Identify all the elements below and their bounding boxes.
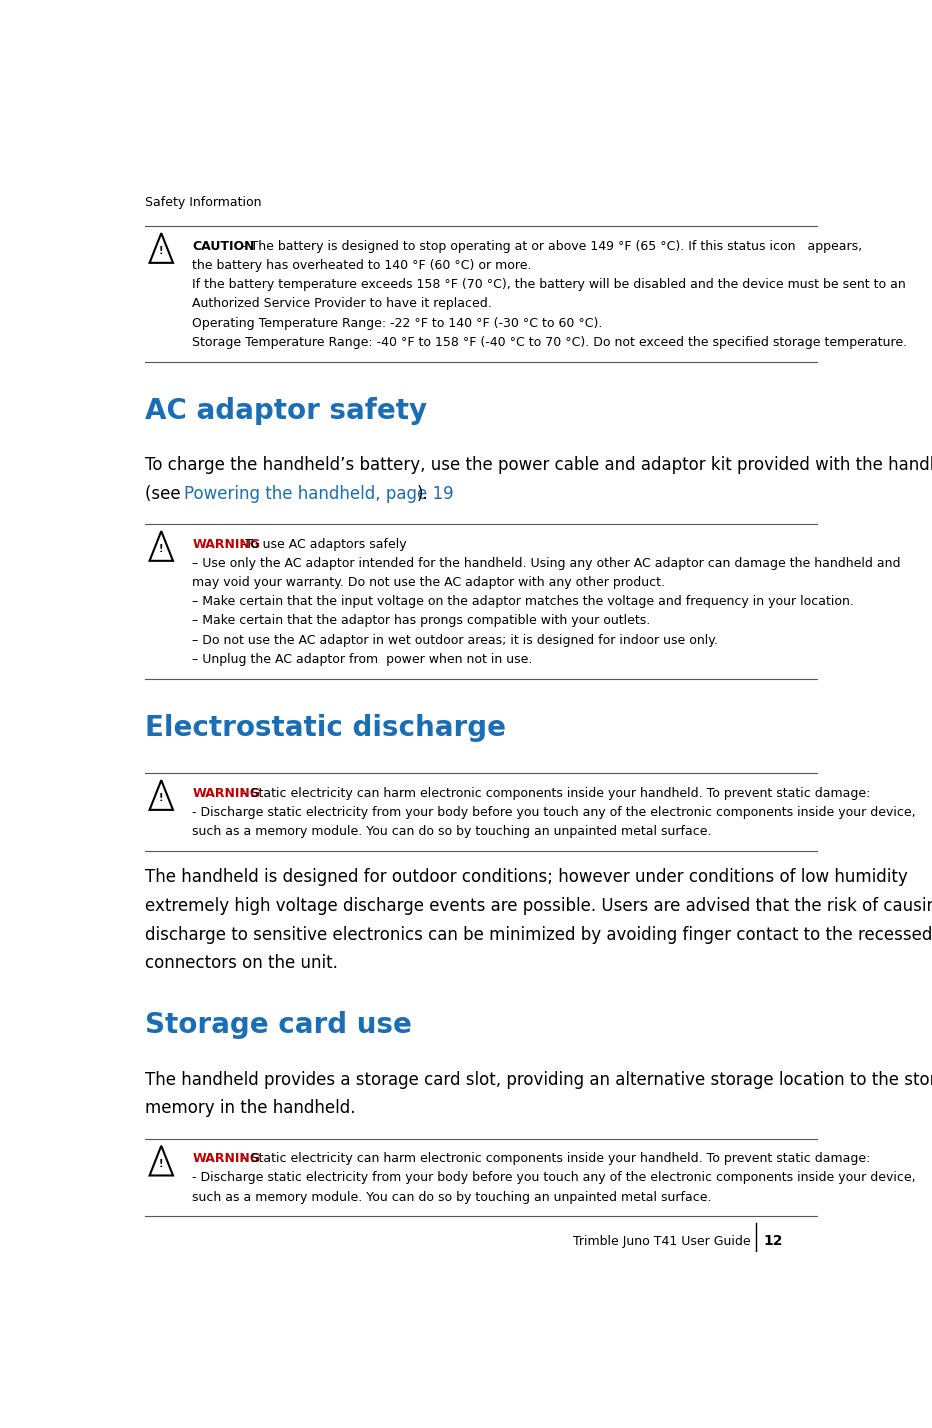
Text: – Make certain that the input voltage on the adaptor matches the voltage and fre: – Make certain that the input voltage on… [192, 595, 855, 608]
Text: – Do not use the AC adaptor in wet outdoor areas; it is designed for indoor use : – Do not use the AC adaptor in wet outdo… [192, 634, 719, 647]
Text: Safety Information: Safety Information [145, 196, 262, 208]
Text: Powering the handheld, page 19: Powering the handheld, page 19 [185, 484, 454, 503]
Text: ).: ). [417, 484, 429, 503]
Text: !: ! [159, 793, 163, 803]
Text: Operating Temperature Range: -22 °F to 140 °F (-30 °C to 60 °C).: Operating Temperature Range: -22 °F to 1… [192, 317, 603, 330]
Text: The handheld provides a storage card slot, providing an alternative storage loca: The handheld provides a storage card slo… [145, 1071, 932, 1088]
Text: AC adaptor safety: AC adaptor safety [145, 397, 428, 424]
Text: - Static electricity can harm electronic components inside your handheld. To pre: - Static electricity can harm electronic… [239, 1152, 870, 1165]
Text: Electrostatic discharge: Electrostatic discharge [145, 714, 506, 743]
Text: CAUTION: CAUTION [192, 240, 254, 253]
Text: such as a memory module. You can do so by touching an unpainted metal surface.: such as a memory module. You can do so b… [192, 1191, 712, 1204]
Text: - Discharge static electricity from your body before you touch any of the electr: - Discharge static electricity from your… [192, 1171, 916, 1184]
Text: !: ! [159, 1158, 163, 1168]
Text: Storage card use: Storage card use [145, 1011, 412, 1040]
Text: – Make certain that the adaptor has prongs compatible with your outlets.: – Make certain that the adaptor has pron… [192, 614, 651, 627]
Text: !: ! [159, 246, 163, 256]
Text: - Static electricity can harm electronic components inside your handheld. To pre: - Static electricity can harm electronic… [239, 787, 870, 800]
Text: Storage Temperature Range: -40 °F to 158 °F (-40 °C to 70 °C). Do not exceed the: Storage Temperature Range: -40 °F to 158… [192, 336, 908, 348]
Text: memory in the handheld.: memory in the handheld. [145, 1100, 356, 1117]
Text: (see: (see [145, 484, 186, 503]
Text: Authorized Service Provider to have it replaced.: Authorized Service Provider to have it r… [192, 297, 492, 310]
Text: Trimble Juno T41 User Guide: Trimble Juno T41 User Guide [573, 1235, 750, 1248]
Text: discharge to sensitive electronics can be minimized by avoiding finger contact t: discharge to sensitive electronics can b… [145, 925, 932, 944]
Text: WARNING: WARNING [192, 537, 260, 551]
Text: - The battery is designed to stop operating at or above 149 °F (65 °C). If this : - The battery is designed to stop operat… [239, 240, 863, 253]
Text: WARNING: WARNING [192, 787, 260, 800]
Text: The handheld is designed for outdoor conditions; however under conditions of low: The handheld is designed for outdoor con… [145, 868, 908, 887]
Text: !: ! [159, 544, 163, 554]
Text: the battery has overheated to 140 °F (60 °C) or more.: the battery has overheated to 140 °F (60… [192, 258, 532, 271]
Text: 12: 12 [763, 1234, 783, 1248]
Text: - Discharge static electricity from your body before you touch any of the electr: - Discharge static electricity from your… [192, 805, 916, 818]
Text: To charge the handheld’s battery, use the power cable and adaptor kit provided w: To charge the handheld’s battery, use th… [145, 456, 932, 474]
Text: – Use only the AC adaptor intended for the handheld. Using any other AC adaptor : – Use only the AC adaptor intended for t… [192, 557, 901, 570]
Text: – Unplug the AC adaptor from  power when not in use.: – Unplug the AC adaptor from power when … [192, 653, 533, 665]
Text: WARNING: WARNING [192, 1152, 260, 1165]
Text: -To use AC adaptors safely: -To use AC adaptors safely [239, 537, 407, 551]
Text: connectors on the unit.: connectors on the unit. [145, 954, 338, 972]
Text: such as a memory module. You can do so by touching an unpainted metal surface.: such as a memory module. You can do so b… [192, 825, 712, 838]
Text: may void your warranty. Do not use the AC adaptor with any other product.: may void your warranty. Do not use the A… [192, 575, 665, 588]
Text: If the battery temperature exceeds 158 °F (70 °C), the battery will be disabled : If the battery temperature exceeds 158 °… [192, 278, 906, 291]
Text: extremely high voltage discharge events are possible. Users are advised that the: extremely high voltage discharge events … [145, 897, 932, 915]
